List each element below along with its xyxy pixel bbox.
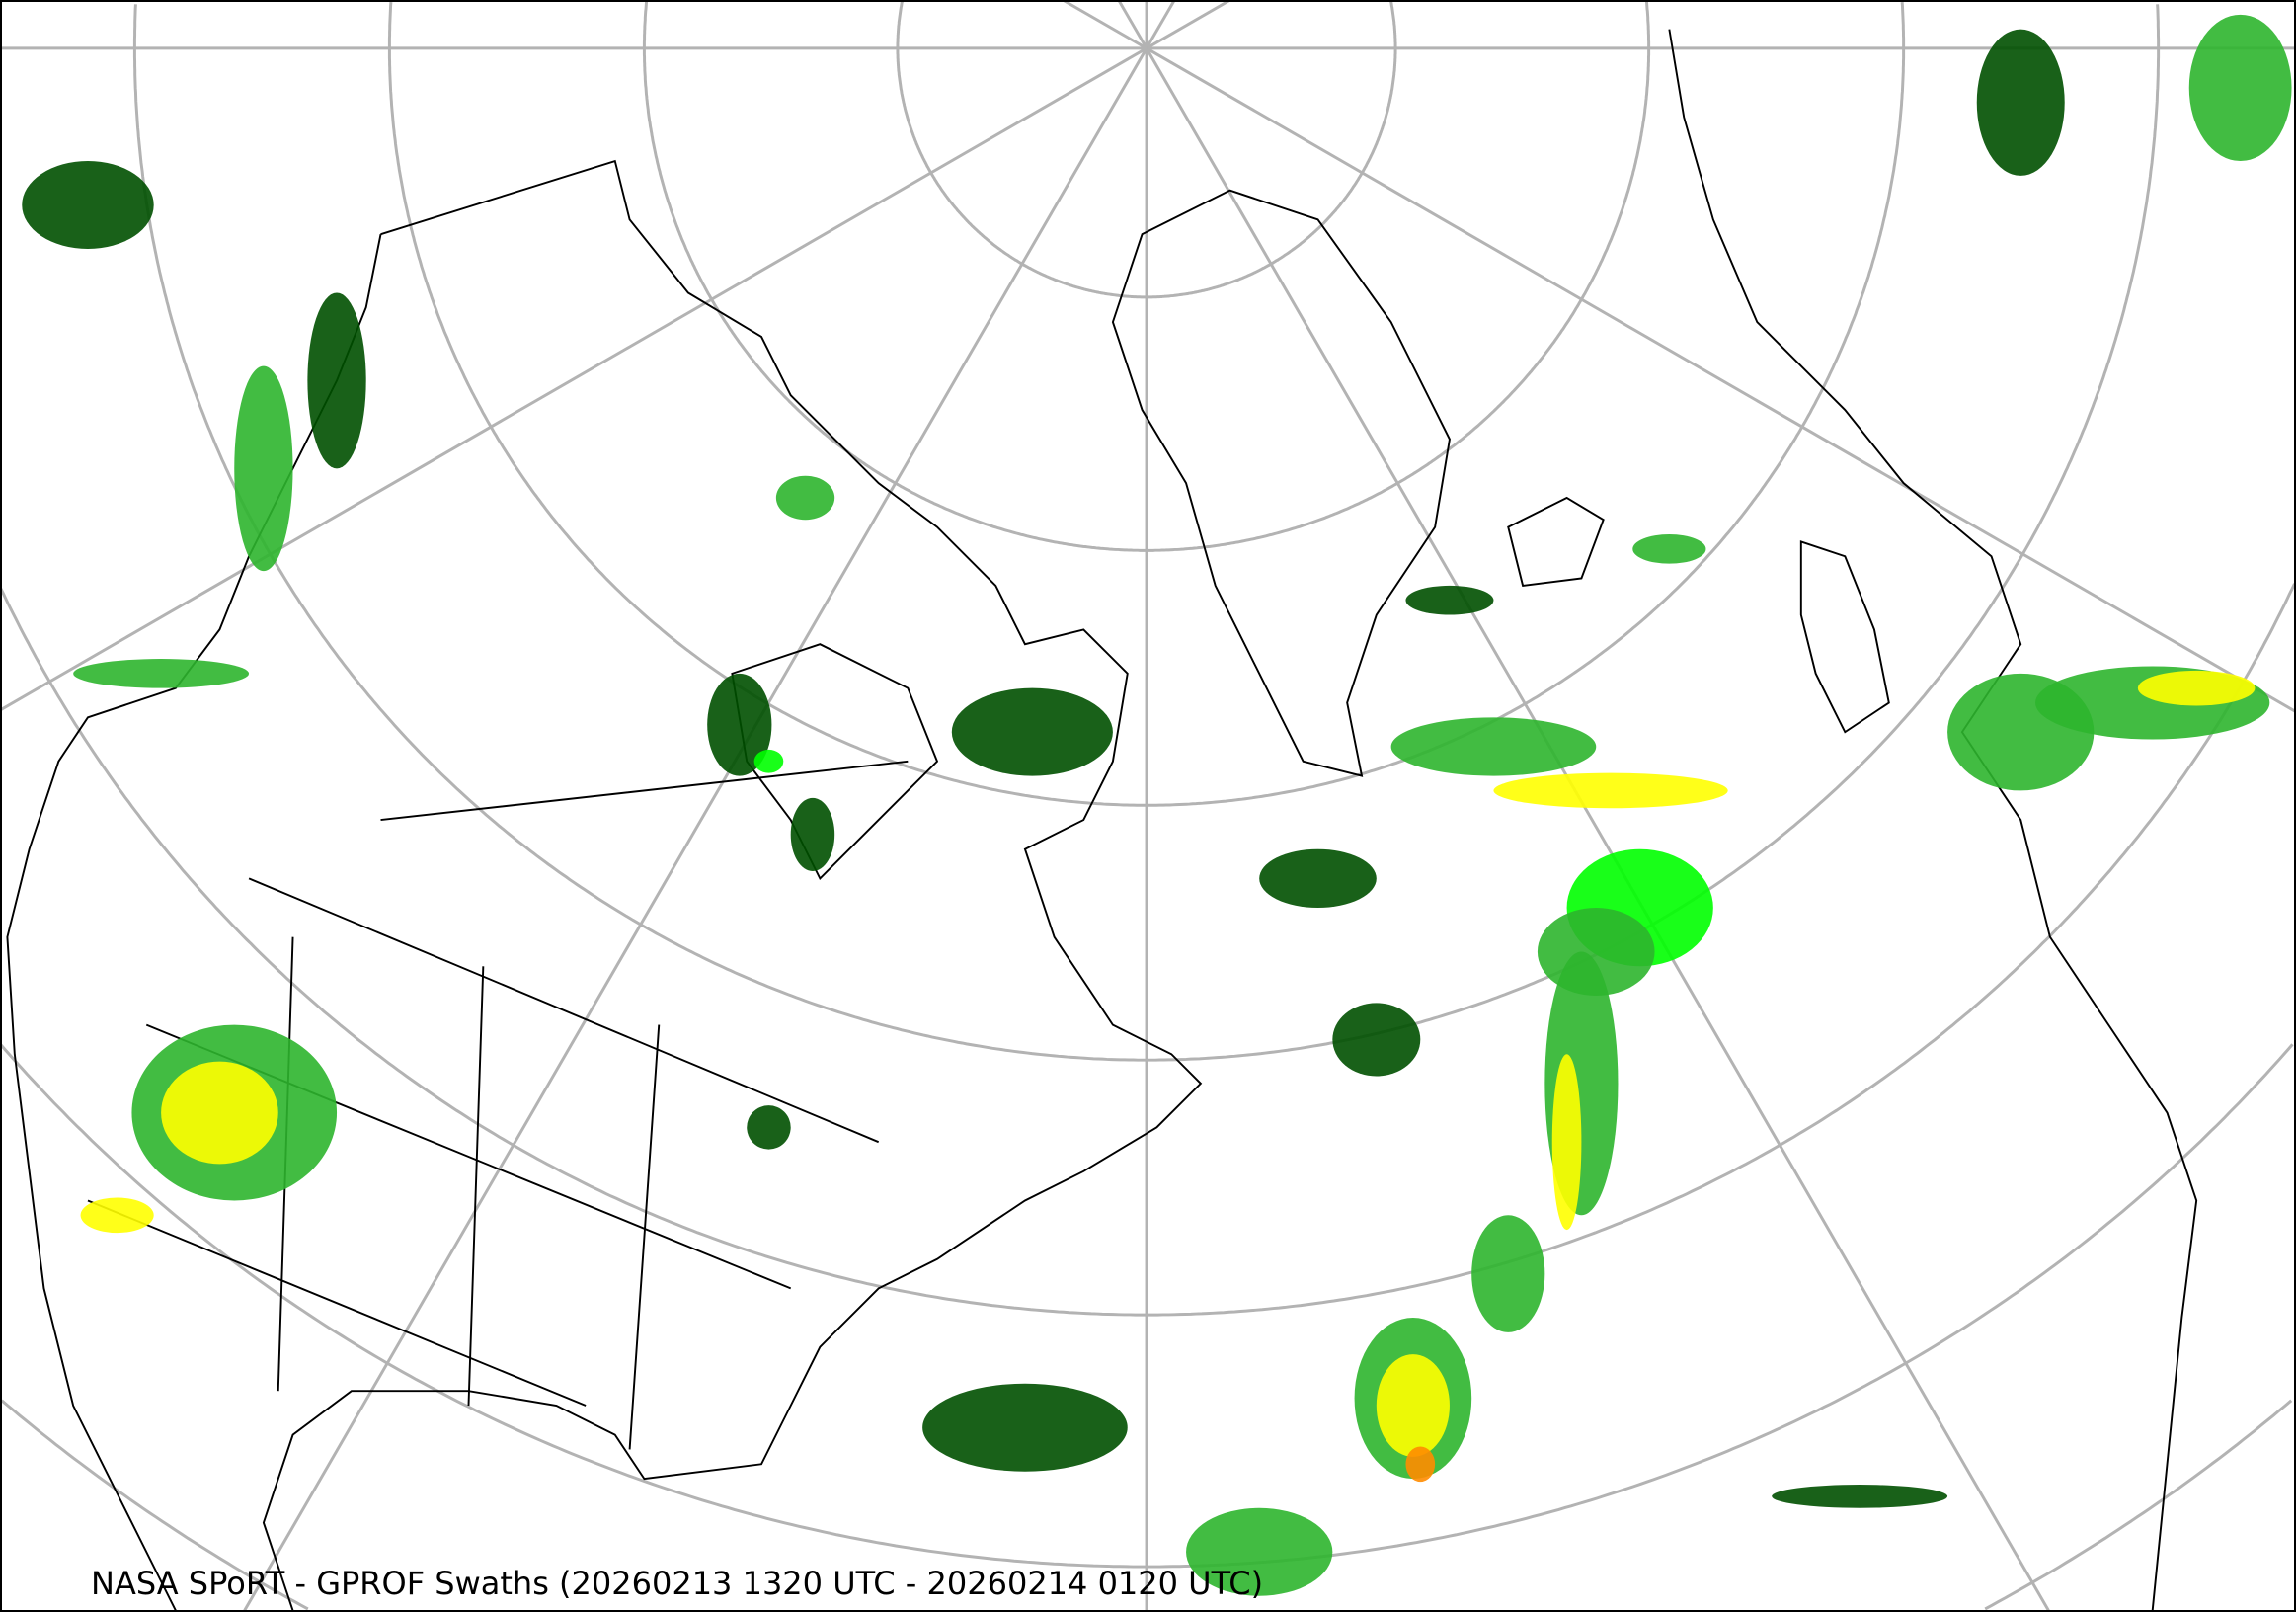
- precipitation-area: [1493, 772, 1728, 809]
- precipitation-area: [73, 659, 250, 688]
- precipitation-area: [2137, 670, 2256, 706]
- precipitation-area: [1390, 717, 1597, 776]
- precipitation-area: [80, 1197, 154, 1234]
- precipitation-area: [307, 292, 366, 469]
- precipitation-area: [234, 365, 293, 572]
- latitude-circle: [642, 0, 1651, 552]
- uk: [1799, 540, 1890, 734]
- precipitation-area: [1632, 534, 1706, 564]
- precipitation-area: [1405, 1446, 1436, 1483]
- precipitation-area: [790, 797, 835, 871]
- north-america-coast: [262, 159, 1203, 1611]
- precipitation-swaths: [22, 14, 2292, 1596]
- precipitation-area: [951, 687, 1113, 776]
- precipitation-area: [1976, 29, 2065, 176]
- west-coast: [6, 233, 382, 1611]
- precipitation-area: [1471, 1215, 1545, 1332]
- meridian-line: [0, 46, 1148, 712]
- precipitation-area: [1772, 1485, 1948, 1508]
- precipitation-area: [707, 673, 772, 776]
- meridian-line: [1146, 46, 2296, 713]
- precipitation-area: [1259, 848, 1377, 909]
- meridian-line: [243, 47, 1148, 1612]
- hudson-bay: [731, 643, 939, 880]
- precipitation-area: [1376, 1354, 1450, 1457]
- precipitation-area: [753, 749, 784, 773]
- precipitation-area: [747, 1105, 791, 1150]
- precipitation-area: [1332, 1003, 1421, 1077]
- europe-coast: [1668, 29, 2198, 1611]
- meridian-line: [1062, 0, 1148, 50]
- precipitation-area: [161, 1061, 278, 1165]
- precipitation-area: [22, 161, 154, 249]
- latitude-circle: [0, 1399, 2293, 1611]
- meridian-line: [1145, 47, 2050, 1612]
- coastlines-and-borders: [6, 29, 2198, 1611]
- latitude-circle: [387, 1, 1906, 807]
- latitude-circle: [0, 583, 2296, 1317]
- precipitation-area: [922, 1383, 1128, 1472]
- precipitation-area: [2188, 14, 2292, 162]
- precipitation-area: [1551, 1054, 1582, 1231]
- map-title: NASA SPoRT - GPROF Swaths (20260213 1320…: [91, 1565, 1264, 1602]
- greenland: [1111, 189, 1451, 777]
- meridian-line: [1145, 0, 1176, 49]
- precipitation-area: [1186, 1507, 1333, 1596]
- precipitation-area: [775, 475, 835, 521]
- iceland: [1507, 496, 1605, 587]
- meridian-line: [1117, 0, 1148, 49]
- precipitation-area: [1405, 585, 1494, 615]
- latitude-circle: [896, 0, 1397, 299]
- meridian-line: [1146, 0, 1231, 50]
